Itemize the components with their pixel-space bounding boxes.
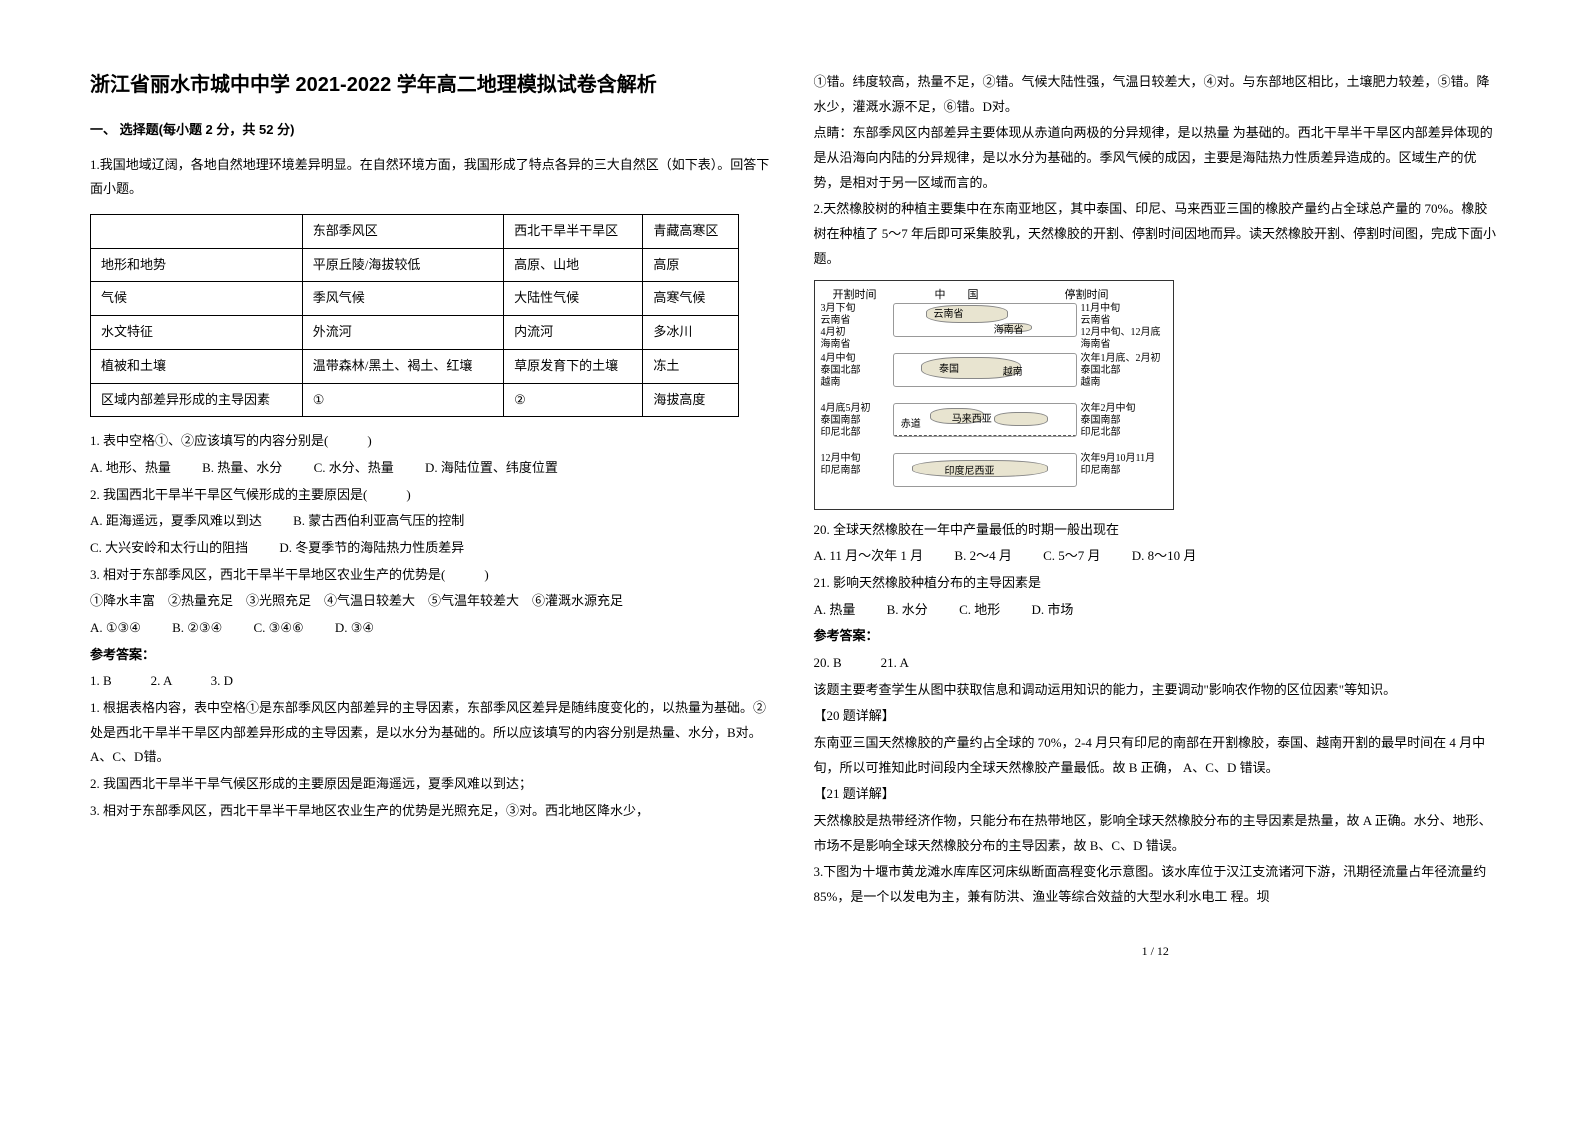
fig-right-text: 次年2月中旬泰国南部印尼北部 [1081,403,1167,439]
q1-intro: 1.我国地域辽阔，各地自然地理环境差异明显。在自然环境方面，我国形成了特点各异的… [90,153,774,202]
table-row: 地形和地势 平原丘陵/海拔较低 高原、山地 高原 [91,248,739,282]
q20-options: A. 11 月～次年 1 月 B. 2～4 月 C. 5～7 月 D. 8～10… [814,544,1498,569]
region-table: 东部季风区 西北干旱半干旱区 青藏高寒区 地形和地势 平原丘陵/海拔较低 高原、… [90,214,739,417]
answers-1: 1. B 2. A 3. D [90,669,774,694]
q1-2-options: A. 距海遥远，夏季风难以到达 B. 蒙古西伯利亚高气压的控制 [90,509,774,534]
fig-left-text: 3月下旬云南省 4月初海南省 [821,303,889,351]
fig-row: 12月中旬印尼南部 印度尼西亚 次年9月10月11月印尼南部 [821,451,1167,487]
tip-1: 点睛：东部季风区内部差异主要体现从赤道向两极的分异规律，是以热量 为基础的。西北… [814,121,1498,195]
expl-1c: 3. 相对于东部季风区，西北干旱半干旱地区农业生产的优势是光照充足，③对。西北地… [90,799,774,824]
fig-right-text: 次年9月10月11月印尼南部 [1081,453,1167,477]
fig-map-panel: 印度尼西亚 [893,453,1077,487]
q1-2: 2. 我国西北干旱半干旱区气候形成的主要原因是( ) [90,483,774,508]
section-1-title: 一、 选择题(每小题 2 分，共 52 分) [90,118,774,143]
expl2-20: 东南亚三国天然橡胶的产量约占全球的 70%，2-4 月只有印尼的南部在开割橡胶，… [814,731,1498,780]
q1-2-options-2: C. 大兴安岭和太行山的阻挡 D. 冬夏季节的海陆热力性质差异 [90,536,774,561]
q1-3-options: A. ①③④ B. ②③④ C. ③④⑥ D. ③④ [90,616,774,641]
q20: 20. 全球天然橡胶在一年中产量最低的时期一般出现在 [814,518,1498,543]
right-column: ①错。纬度较高，热量不足，②错。气候大陆性强，气温日较差大，④对。与东部地区相比… [814,70,1498,1082]
table-row: 气候 季风气候 大陆性气候 高寒气候 [91,282,739,316]
fig-left-text: 4月底5月初泰国南部印尼北部 [821,403,889,439]
answers-2: 20. B 21. A [814,651,1498,676]
fig-left-text: 12月中旬印尼南部 [821,453,889,477]
fig-map-panel: 泰国 越南 [893,353,1077,387]
q2-intro: 2.天然橡胶树的种植主要集中在东南亚地区，其中泰国、印尼、马来西亚三国的橡胶产量… [814,197,1498,271]
page-number: 1 / 12 [814,940,1498,963]
rubber-timing-map: 开割时间 中 国 停割时间 3月下旬云南省 4月初海南省 云南省 海南省 11月… [814,280,1174,510]
expl-1b: 2. 我国西北干旱半干旱气候区形成的主要原因是距海遥远，夏季风难以到达； [90,772,774,797]
table-row: 水文特征 外流河 内流河 多冰川 [91,316,739,350]
q3-intro: 3.下图为十堰市黄龙滩水库库区河床纵断面高程变化示意图。该水库位于汉江支流诸河下… [814,860,1498,909]
fig-map-panel: 马来西亚 赤道 [893,403,1077,437]
fig-right-text: 11月中旬云南省 12月中旬、12月底海南省 [1081,303,1167,351]
expl-1a: 1. 根据表格内容，表中空格①是东部季风区内部差异的主导因素，东部季风区差异是随… [90,696,774,770]
fig-left-text: 4月中旬泰国北部越南 [821,353,889,389]
fig-map-panel: 云南省 海南省 [893,303,1077,337]
q1-1: 1. 表中空格①、②应该填写的内容分别是( ) [90,429,774,454]
fig-row: 3月下旬云南省 4月初海南省 云南省 海南省 11月中旬云南省 12月中旬、12… [821,301,1167,351]
left-column: 浙江省丽水市城中中学 2021-2022 学年高二地理模拟试卷含解析 一、 选择… [90,70,774,1082]
table-row: 区域内部差异形成的主导因素 ① ② 海拔高度 [91,383,739,417]
fig-row: 4月中旬泰国北部越南 泰国 越南 次年1月底、2月初泰国北部越南 [821,351,1167,389]
expl2-21h: 【21 题详解】 [814,782,1498,807]
expl2-20h: 【20 题详解】 [814,704,1498,729]
expl2-21: 天然橡胶是热带经济作物，只能分布在热带地区，影响全球天然橡胶分布的主导因素是热量… [814,809,1498,858]
expl-1d: ①错。纬度较高，热量不足，②错。气候大陆性强，气温日较差大，④对。与东部地区相比… [814,70,1498,119]
answer-heading: 参考答案： [90,643,774,668]
q1-3-choices: ①降水丰富 ②热量充足 ③光照充足 ④气温日较差大 ⑤气温年较差大 ⑥灌溉水源充… [90,589,774,614]
q21: 21. 影响天然橡胶种植分布的主导因素是 [814,571,1498,596]
fig-row: 4月底5月初泰国南部印尼北部 马来西亚 赤道 次年2月中旬泰国南部印尼北部 [821,401,1167,439]
q1-3: 3. 相对于东部季风区，西北干旱半干旱地区农业生产的优势是( ) [90,563,774,588]
expl2-intro: 该题主要考查学生从图中获取信息和调动运用知识的能力，主要调动"影响农作物的区位因… [814,678,1498,703]
table-row: 东部季风区 西北干旱半干旱区 青藏高寒区 [91,215,739,249]
table-row: 植被和土壤 温带森林/黑土、褐土、红壤 草原发育下的土壤 冻土 [91,349,739,383]
doc-title: 浙江省丽水市城中中学 2021-2022 学年高二地理模拟试卷含解析 [90,70,774,100]
answer-heading: 参考答案： [814,624,1498,649]
fig-right-text: 次年1月底、2月初泰国北部越南 [1081,353,1167,389]
q1-1-options: A. 地形、热量 B. 热量、水分 C. 水分、热量 D. 海陆位置、纬度位置 [90,456,774,481]
q21-options: A. 热量 B. 水分 C. 地形 D. 市场 [814,598,1498,623]
